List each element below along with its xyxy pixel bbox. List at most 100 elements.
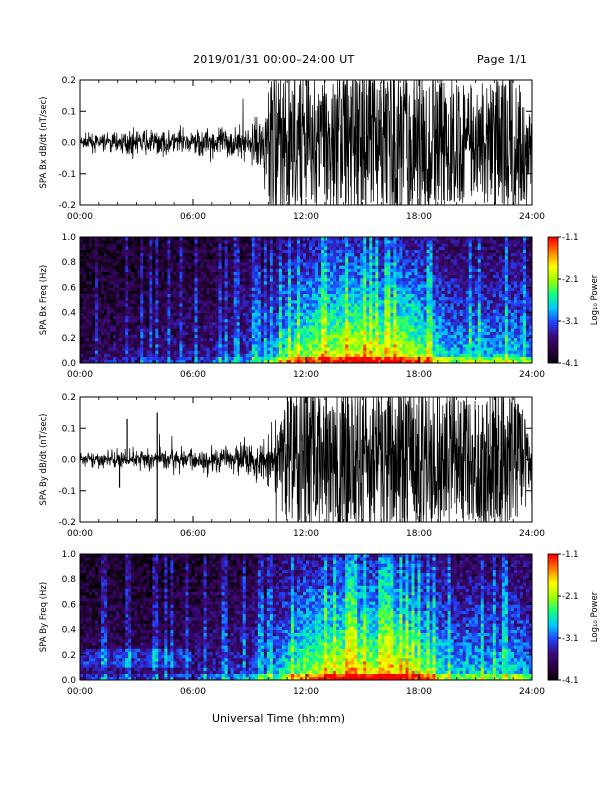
spectrogram-cell xyxy=(200,303,204,307)
spectrogram-cell xyxy=(131,252,135,257)
spectrogram-cell xyxy=(441,290,445,294)
spectrogram-cell xyxy=(402,350,406,354)
spectrogram-cell xyxy=(122,300,126,304)
spectrogram-cell xyxy=(116,300,120,304)
spectrogram-cell xyxy=(134,259,138,263)
spectrogram-cell xyxy=(390,315,394,320)
spectrogram-cell xyxy=(215,353,219,357)
spectrogram-cell xyxy=(125,271,129,276)
spectrogram-cell xyxy=(393,322,397,326)
spectrogram-cell xyxy=(245,271,250,276)
spectrogram-cell xyxy=(309,331,313,335)
spectrogram-cell xyxy=(272,243,277,247)
spectrogram-cell xyxy=(363,243,367,247)
spectrogram-cell xyxy=(131,281,135,285)
spectrogram-cell xyxy=(275,287,280,291)
spectrogram-cell xyxy=(254,243,259,247)
spectrogram-cell xyxy=(290,290,295,294)
spectrogram-cell xyxy=(218,262,222,266)
spectrogram-cell xyxy=(378,300,382,304)
spectrogram-cell xyxy=(330,325,334,329)
spectrogram-cell xyxy=(128,325,132,329)
spectrogram-cell xyxy=(447,287,451,291)
spectrogram-cell xyxy=(423,284,427,288)
spectrogram-cell xyxy=(281,290,286,294)
spectrogram-cell xyxy=(381,284,385,288)
spectrogram-cell xyxy=(426,237,430,241)
spectrogram-cell xyxy=(330,268,334,272)
spectrogram-cell xyxy=(143,255,147,260)
spectrogram-cell xyxy=(306,353,310,357)
spectrogram-cell xyxy=(92,347,96,351)
spectrogram-cell xyxy=(164,243,168,247)
spectrogram-cell xyxy=(444,340,448,345)
spectrogram-cell xyxy=(233,309,237,313)
spectrogram-cell xyxy=(149,318,153,323)
spectrogram-cell xyxy=(170,331,174,335)
spectrogram-cell xyxy=(254,309,259,313)
spectrogram-cell xyxy=(330,303,334,307)
spectrogram-cell xyxy=(182,322,186,326)
spectrogram-cell xyxy=(414,322,418,326)
spectrogram-cell xyxy=(281,271,286,276)
spectrogram-cell xyxy=(296,277,301,282)
spectrogram-cell xyxy=(336,249,340,254)
spectrogram-cell xyxy=(321,290,325,294)
spectrogram-cell xyxy=(278,274,283,279)
spectrogram-cell xyxy=(248,249,253,254)
spectrogram-cell xyxy=(242,259,247,263)
spectrogram-cell xyxy=(185,293,189,298)
spectrogram-cell xyxy=(290,356,295,361)
spectrogram-cell xyxy=(327,303,331,307)
spectrogram-cell xyxy=(212,331,216,335)
spectrogram-cell xyxy=(242,303,247,307)
spectrogram-cell xyxy=(230,309,234,313)
spectrogram-cell xyxy=(281,249,286,254)
spectrogram-cell xyxy=(140,281,144,285)
spectrogram-cell xyxy=(89,300,93,304)
spectrogram-cell xyxy=(318,334,322,339)
spectrogram-cell xyxy=(369,359,373,364)
spectrogram-cell xyxy=(92,293,96,298)
spectrogram-cell xyxy=(324,277,328,282)
spectrogram-cell xyxy=(441,318,445,323)
spectrogram-cell xyxy=(185,237,189,241)
spectrogram-cell xyxy=(293,353,298,357)
spectrogram-cell xyxy=(290,262,295,266)
spectrogram-cell xyxy=(417,318,421,323)
spectrogram-cell xyxy=(342,325,346,329)
spectrogram-cell xyxy=(405,303,409,307)
spectrogram-cell xyxy=(396,284,400,288)
spectrogram-cell xyxy=(290,268,295,272)
spectrogram-cell xyxy=(435,271,439,276)
spectrogram-cell xyxy=(366,356,370,361)
spectrogram-cell xyxy=(354,350,358,354)
spectrogram-cell xyxy=(354,303,358,307)
spectrogram-cell xyxy=(293,340,298,345)
spectrogram-cell xyxy=(278,293,283,298)
spectrogram-cell xyxy=(342,344,346,348)
spectrogram-cell xyxy=(200,309,204,313)
spectrogram-cell xyxy=(312,240,316,244)
spectrogram-cell xyxy=(447,246,451,250)
spectrogram-cell xyxy=(441,337,445,342)
spectrogram-cell xyxy=(296,356,301,361)
spectrogram-cell xyxy=(176,303,180,307)
spectrogram-cell xyxy=(336,290,340,294)
spectrogram-cell xyxy=(176,315,180,320)
spectrogram-cell xyxy=(287,318,292,323)
spectrogram-cell xyxy=(299,337,304,342)
spectrogram-cell xyxy=(134,277,138,282)
spectrogram-cell xyxy=(80,293,84,298)
spectrogram-cell xyxy=(161,359,165,364)
spectrogram-cell xyxy=(260,306,265,310)
spectrogram-cell xyxy=(363,340,367,345)
spectrogram-cell xyxy=(179,262,183,266)
spectrogram-cell xyxy=(137,268,141,272)
spectrogram-cell xyxy=(203,249,207,254)
spectrogram-cell xyxy=(444,271,448,276)
spectrogram-cell xyxy=(312,293,316,298)
spectrogram-cell xyxy=(110,312,114,317)
spectrogram-cell xyxy=(351,277,355,282)
spectrogram-cell xyxy=(284,356,289,361)
